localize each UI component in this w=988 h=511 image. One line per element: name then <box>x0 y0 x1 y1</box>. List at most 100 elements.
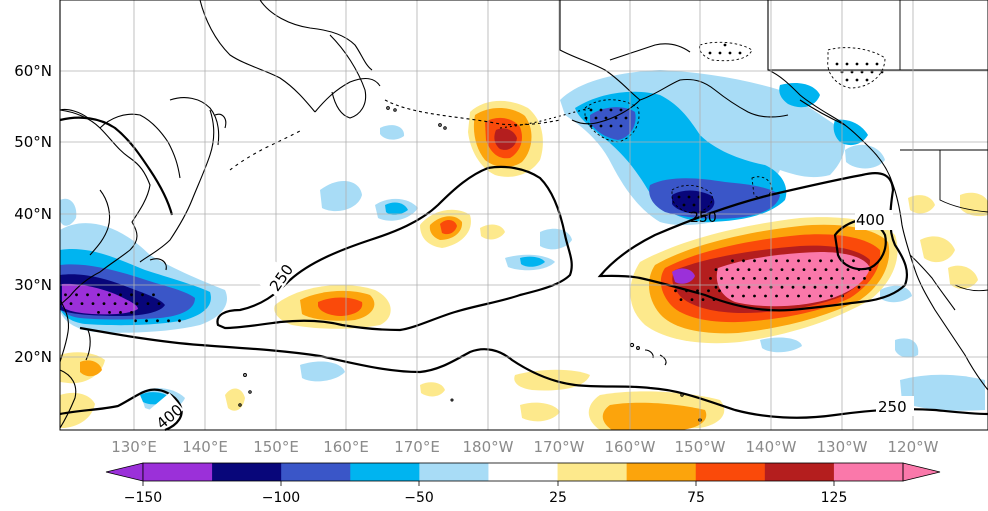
stipple-dot <box>797 259 800 263</box>
stipple-dot <box>156 319 159 323</box>
stipple-dot <box>780 268 784 271</box>
stipple-dot <box>736 268 740 271</box>
stipple-dot <box>619 124 623 128</box>
stipple-dot <box>786 294 789 298</box>
lon-label: 160°W <box>605 438 656 456</box>
stipple-dot <box>830 259 833 263</box>
dashed-outlines <box>584 41 886 214</box>
stipple-dot <box>786 277 789 280</box>
stipple-dot <box>102 302 106 305</box>
lat-label: 20°N <box>14 348 52 366</box>
stipple-dot <box>614 116 618 120</box>
colorbar-cell <box>764 463 835 481</box>
colorbar-cell <box>350 463 420 481</box>
lon-label: 150°W <box>675 438 726 456</box>
stipple-dot <box>677 195 681 199</box>
stipple-dot <box>830 277 833 280</box>
stipple-dot <box>753 259 756 263</box>
stipple-dot <box>723 43 727 47</box>
stipple-dot <box>738 51 742 55</box>
lat-label: 60°N <box>14 62 52 80</box>
colorbar-ticks <box>142 481 835 486</box>
stipple-dot <box>813 268 817 271</box>
stipple-dot <box>679 298 683 301</box>
stipple-dot <box>852 259 855 263</box>
stipple-dot <box>599 108 603 112</box>
stipple-dot <box>599 124 603 128</box>
stipple-dot <box>797 277 800 280</box>
stipple-dot <box>714 268 718 271</box>
stipple-dot <box>91 302 95 305</box>
stipple-dot <box>841 277 844 280</box>
latitude-labels: 60°N 50°N 40°N 30°N 20°N <box>14 62 52 366</box>
stipple-dot <box>865 78 869 82</box>
stipple-dot <box>780 285 784 289</box>
graticule <box>60 0 988 430</box>
stipple-dot <box>97 311 100 314</box>
colorbar-cell <box>212 463 282 481</box>
stipple-dot <box>687 195 691 199</box>
map-panel: 250 250 400 400 250 <box>59 0 988 433</box>
longitude-labels: 130°E 140°E 150°E 160°E 170°E 180°W 170°… <box>111 438 938 456</box>
lon-label: 120°W <box>888 438 939 456</box>
stipple-dot <box>725 268 729 271</box>
stipple-dot <box>758 285 762 289</box>
stipple-dot <box>731 259 734 263</box>
stipple-dot <box>835 62 839 66</box>
stipple-dot <box>75 293 78 297</box>
stipple-dot <box>609 124 613 128</box>
coastlines <box>59 0 988 429</box>
colorbar-min-arrow <box>105 462 144 482</box>
stipple-dot <box>124 302 128 305</box>
stipple-dot <box>682 203 686 207</box>
stipple-dot <box>167 319 170 323</box>
stipple-dot <box>819 259 822 263</box>
stipple-dot <box>865 62 869 66</box>
stipple-dot <box>830 294 833 298</box>
stipple-dot <box>753 294 756 298</box>
colorbar-cell <box>281 463 351 481</box>
stipple-dot <box>64 293 67 297</box>
stipple-dot <box>731 294 734 298</box>
colorbar-cell <box>833 463 904 481</box>
colorbar-tick-label: 75 <box>687 490 705 506</box>
stipple-dot <box>813 285 817 289</box>
stipple-dot <box>690 298 694 301</box>
lon-label: 160°E <box>323 438 369 456</box>
colorbar-max-arrow <box>902 462 941 482</box>
colorbar-cells <box>143 463 904 481</box>
stipple-dot <box>80 302 84 305</box>
stipple-dot <box>152 293 155 297</box>
colorbar-cell <box>488 463 559 481</box>
stipple-dot <box>747 268 751 271</box>
colorbar-cell <box>143 463 213 481</box>
lon-label: 140°E <box>182 438 228 456</box>
stipple-dot <box>609 108 613 112</box>
stipple-dot <box>108 311 111 314</box>
significance-stipple <box>64 43 884 323</box>
contour-label: 250 <box>878 398 907 416</box>
stipple-dot <box>708 51 712 55</box>
stipple-dot <box>589 108 593 112</box>
stipple-dot <box>736 285 740 289</box>
colorbar-tick-label: 125 <box>821 490 848 506</box>
stipple-dot <box>130 293 133 297</box>
stipple-dot <box>742 294 745 298</box>
stipple-dot <box>802 268 806 271</box>
stipple-dot <box>146 302 150 305</box>
stipple-dot <box>764 294 767 298</box>
stipple-dot <box>764 277 767 280</box>
stipple-dot <box>178 319 181 323</box>
stipple-dot <box>835 268 839 271</box>
colorbar-tick-label: −100 <box>262 490 300 506</box>
stipple-dot <box>113 302 117 305</box>
stipple-dot <box>86 293 89 297</box>
stipple-dot <box>742 277 745 280</box>
stipple-dot <box>786 259 789 263</box>
lon-label: 150°E <box>253 438 299 456</box>
stipple-dot <box>791 268 795 271</box>
stipple-dot <box>753 277 756 280</box>
stipple-dot <box>855 78 859 82</box>
stipple-dot <box>835 285 839 289</box>
